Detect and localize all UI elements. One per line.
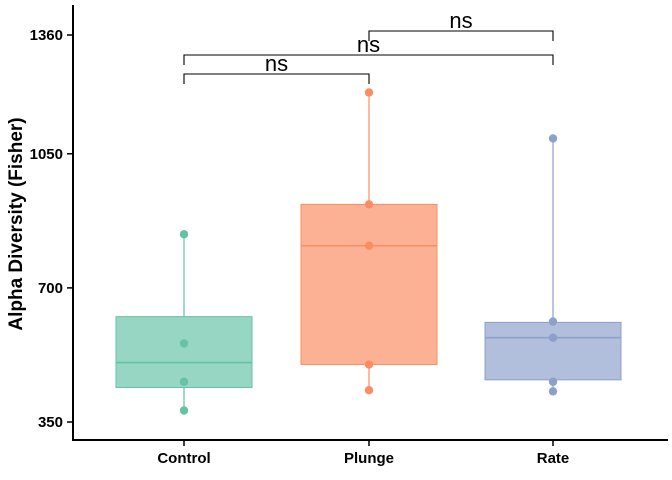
data-point	[364, 88, 374, 97]
bracket-line	[183, 73, 370, 84]
box-body	[484, 321, 622, 381]
data-point	[364, 200, 374, 209]
data-point	[548, 317, 558, 326]
significance-label: ns	[357, 32, 380, 57]
x-tick-label: Plunge	[344, 450, 394, 467]
data-point	[179, 230, 189, 239]
data-point	[364, 241, 374, 250]
y-tick-label: 350	[38, 414, 63, 431]
bracket-line	[183, 54, 554, 65]
box-control	[115, 234, 253, 411]
significance-brackets: ns ns ns	[183, 8, 554, 84]
data-point	[364, 360, 374, 369]
y-tick-label: 1360	[30, 27, 63, 44]
points-layer	[179, 88, 558, 415]
y-tick-label: 1050	[30, 146, 63, 163]
data-point	[548, 333, 558, 342]
data-point	[179, 406, 189, 415]
box-rate	[484, 138, 622, 392]
bracket-line	[368, 30, 554, 41]
bracket-plunge-rate: ns	[368, 8, 554, 41]
significance-label: ns	[449, 8, 472, 33]
x-ticks: Control Plunge Rate	[157, 440, 569, 467]
bracket-control-rate: ns	[183, 32, 554, 65]
x-tick-label: Rate	[537, 450, 570, 467]
x-tick-label: Control	[157, 450, 210, 467]
bracket-control-plunge: ns	[183, 51, 370, 84]
box-plunge	[300, 92, 438, 391]
box-body	[115, 316, 253, 389]
data-point	[548, 377, 558, 386]
data-point	[548, 134, 558, 143]
y-axis-title: Alpha Diversity (Fisher)	[6, 117, 27, 330]
data-point	[548, 387, 558, 396]
y-ticks: 350 700 1050 1360	[30, 27, 73, 431]
data-point	[179, 339, 189, 348]
box-body	[300, 203, 438, 366]
boxes-layer	[115, 92, 622, 411]
y-tick-label: 700	[38, 280, 63, 297]
data-point	[179, 377, 189, 386]
significance-label: ns	[265, 51, 288, 76]
data-point	[364, 385, 374, 395]
axes	[72, 5, 668, 441]
